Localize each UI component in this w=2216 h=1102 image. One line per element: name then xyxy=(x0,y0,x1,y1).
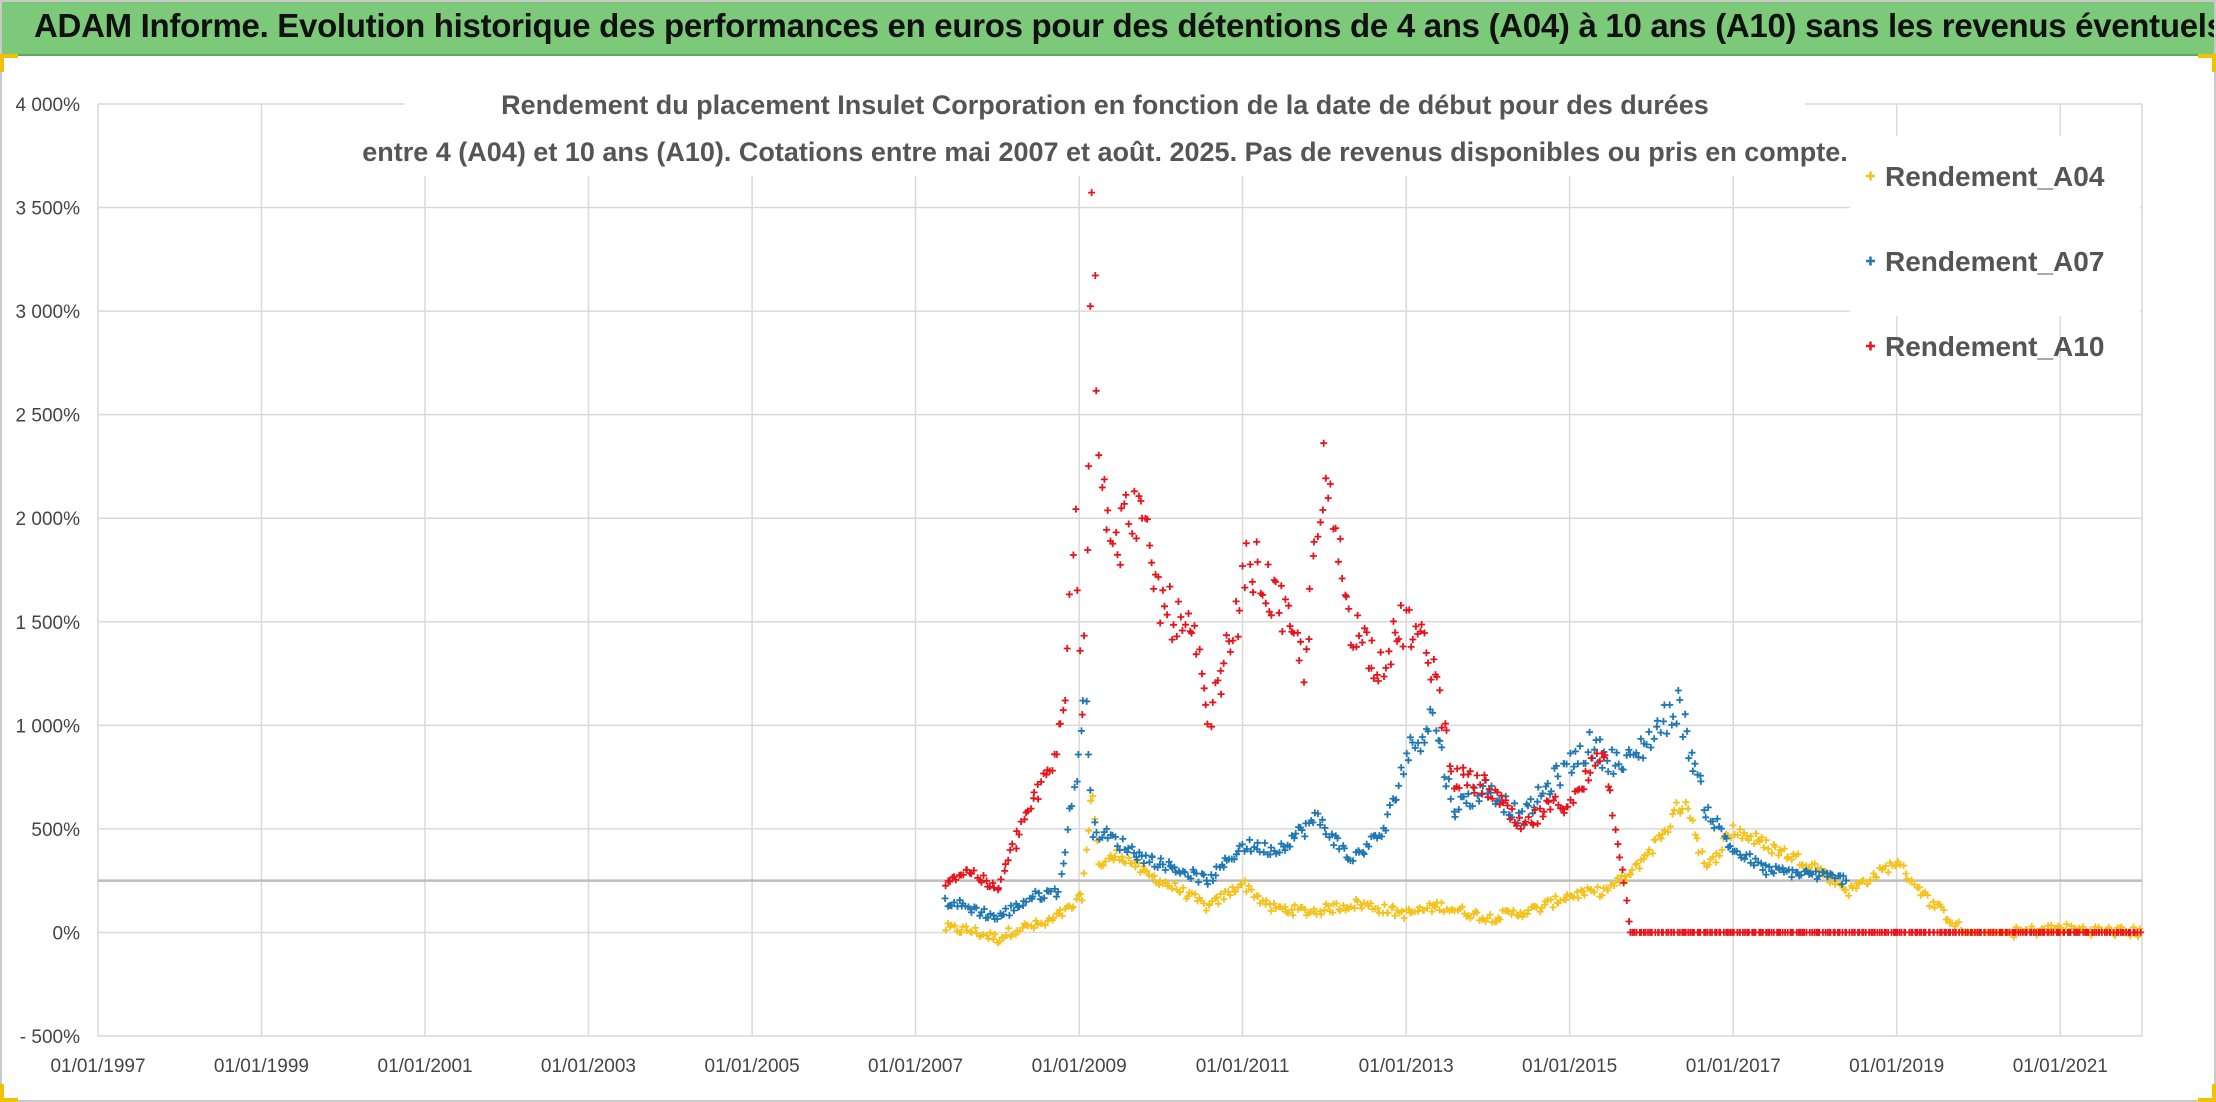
series-rendement-a07 xyxy=(941,687,1850,923)
x-tick-label: 01/01/2005 xyxy=(705,1056,800,1077)
corner-mark-bottom-left xyxy=(0,1084,18,1102)
corner-mark-top-left xyxy=(0,54,18,72)
corner-mark-bottom-right xyxy=(2198,1084,2216,1102)
y-tick-label: 2 000% xyxy=(16,509,81,530)
legend-marker xyxy=(1866,171,1875,181)
y-tick-label: 0% xyxy=(53,923,81,944)
y-tick-label: 1 500% xyxy=(16,613,81,634)
chart-title-line-2: entre 4 (A04) et 10 ans (A10). Cotations… xyxy=(362,137,1848,167)
x-tick-label: 01/01/2001 xyxy=(378,1056,473,1077)
header-bar: ADAM Informe. Evolution historique des p… xyxy=(0,0,2216,56)
x-tick-label: 01/01/2011 xyxy=(1196,1056,1290,1077)
series-markers xyxy=(942,189,2145,936)
x-tick-label: 01/01/1999 xyxy=(214,1056,309,1077)
legend-marker xyxy=(1866,341,1875,351)
x-tick-label: 01/01/2019 xyxy=(1849,1056,1944,1077)
legend-marker xyxy=(1866,256,1875,266)
x-tick-label: 01/01/2007 xyxy=(868,1056,963,1077)
chart-title-line-1: Rendement du placement Insulet Corporati… xyxy=(501,90,1709,120)
legend-item: Rendement_A04 xyxy=(1866,161,2105,192)
y-axis-ticks: - 500% 0% 500% 1 000% 1 500% 2 000% 2 500% 3 00… xyxy=(16,95,81,1048)
y-tick-label: 3 000% xyxy=(16,302,81,323)
series-markers xyxy=(941,687,1850,923)
chart-title-background xyxy=(405,86,1805,176)
x-tick-label: 01/01/2017 xyxy=(1686,1056,1781,1077)
corner-mark-top-right xyxy=(2198,54,2216,72)
chart-legend: Rendement_A04 Rendement_A07 Rendement_A10 xyxy=(1850,136,2140,362)
chart: - 500% 0% 500% 1 000% 1 500% 2 000% 2 500% 3 00… xyxy=(16,86,2145,1077)
legend-label: Rendement_A07 xyxy=(1885,246,2104,277)
chart-series xyxy=(941,189,2145,947)
legend-label: Rendement_A04 xyxy=(1885,161,2105,192)
legend-item: Rendement_A07 xyxy=(1866,246,2104,277)
x-tick-label: 01/01/2009 xyxy=(1032,1056,1127,1077)
y-tick-label: 2 500% xyxy=(16,406,81,427)
y-tick-label: 4 000% xyxy=(16,95,81,116)
chart-gridlines xyxy=(97,103,2143,1037)
x-tick-label: 01/01/2015 xyxy=(1522,1056,1617,1077)
x-tick-label: 01/01/2013 xyxy=(1359,1056,1454,1077)
legend-item: Rendement_A10 xyxy=(1866,331,2104,362)
y-tick-label: 3 500% xyxy=(16,199,81,220)
y-tick-label: - 500% xyxy=(20,1027,80,1048)
x-tick-label: 01/01/2003 xyxy=(541,1056,636,1077)
x-tick-label: 01/01/2021 xyxy=(2013,1056,2108,1077)
series-rendement-a10 xyxy=(942,189,2145,936)
page-title: ADAM Informe. Evolution historique des p… xyxy=(34,7,2216,44)
x-axis-ticks: 01/01/1997 01/01/1999 01/01/2001 01/01/2003… xyxy=(50,1056,2107,1077)
y-tick-label: 1 000% xyxy=(16,716,81,737)
legend-background xyxy=(1850,136,2140,316)
x-tick-label: 01/01/1997 xyxy=(50,1056,145,1077)
y-tick-label: 500% xyxy=(31,820,80,841)
legend-label: Rendement_A10 xyxy=(1885,331,2104,362)
